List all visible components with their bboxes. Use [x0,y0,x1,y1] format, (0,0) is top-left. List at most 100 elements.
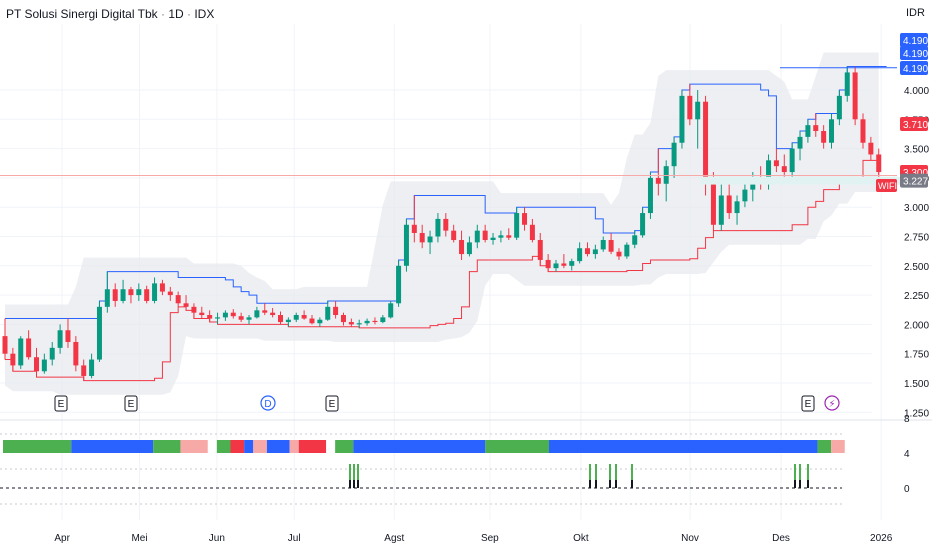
candle [671,136,677,178]
candle [293,312,299,323]
candle [388,300,394,319]
candle [514,207,520,241]
candle [522,207,528,231]
candle [466,236,472,257]
interval-label[interactable]: 1D [168,7,184,21]
candle-body [805,125,811,137]
candle-body [65,330,71,342]
candle-body [191,306,197,313]
candle-body [876,154,882,173]
candle-body [246,317,252,320]
candle [868,136,874,161]
candle [254,306,260,319]
y-tick-label: 1.500 [904,379,929,390]
candle-body [183,303,189,307]
candle [152,277,158,304]
earnings-marker [54,395,68,412]
symbol-name: PT Solusi Sinergi Digital Tbk [6,7,158,21]
candle-body [57,330,63,348]
candle-body [789,148,795,173]
candle-body [262,310,268,313]
chart-title: PT Solusi Sinergi Digital Tbk · 1D · IDX [6,7,214,21]
regime-segment [831,440,845,453]
candle-body [616,251,622,257]
candle [821,125,827,149]
candle [57,324,63,354]
candle-body [26,338,32,358]
regime-segment [180,440,208,453]
candle [159,279,165,296]
candle [278,311,284,325]
indicator-tick-label: 4 [904,449,910,460]
candle-body [742,189,748,202]
regime-segment [230,440,245,453]
candle [584,242,590,257]
y-tick-label: 2.000 [904,320,929,331]
candle-body [427,236,433,243]
price-tag [900,116,928,131]
candle [529,218,535,243]
candle-body [687,95,693,120]
x-tick-label: Jun [209,533,225,544]
event-marker-label: E [805,399,812,410]
candle-body [293,315,299,320]
candle [128,286,134,304]
candle-body [364,320,370,324]
candle [506,228,512,241]
candle [183,295,189,311]
candle [10,347,16,372]
candle [829,113,835,149]
candle [592,244,598,259]
candle-body [152,283,158,301]
support-zone [700,176,900,185]
candle-body [734,201,740,214]
candle [805,119,811,143]
candle [624,242,630,259]
earnings-marker [801,395,815,412]
price-tag-label: 3.300 [903,168,928,179]
candle-body [89,359,95,376]
exchange-label: IDX [194,7,215,21]
event-marker-label: D [264,399,271,410]
candle-body [2,336,8,354]
candle [577,242,583,264]
x-tick-label: Des [772,533,790,544]
candle [844,66,850,102]
y-tick-label: 1.750 [904,350,929,361]
regime-segment [485,440,549,453]
candle [419,224,425,249]
candle [695,90,701,149]
candle-body [490,237,496,241]
candle-body [608,240,614,252]
candle-body [553,263,559,269]
candle-body [821,131,827,143]
candle-body [852,72,858,120]
candle [317,317,323,327]
candle [65,318,71,348]
candle [89,353,95,379]
regime-segment [253,440,267,453]
candle [443,213,449,237]
y-tick-label: 2.500 [904,262,929,273]
candle [876,148,882,178]
candle [561,254,567,269]
candle-body [443,218,449,231]
regime-segment [549,440,686,453]
regime-segment [817,440,832,453]
candle-body [325,306,331,320]
candle-body [766,160,772,184]
candle [96,300,102,362]
candle [679,90,685,149]
candle [120,279,126,304]
candle [482,224,488,243]
candle [18,336,24,369]
candle [813,113,819,137]
regime-segment [685,440,818,453]
candle-body [167,291,173,296]
candle [718,183,724,231]
candle [333,300,339,319]
candle-body [10,353,16,366]
candle-body [726,195,732,214]
candle [663,160,669,202]
